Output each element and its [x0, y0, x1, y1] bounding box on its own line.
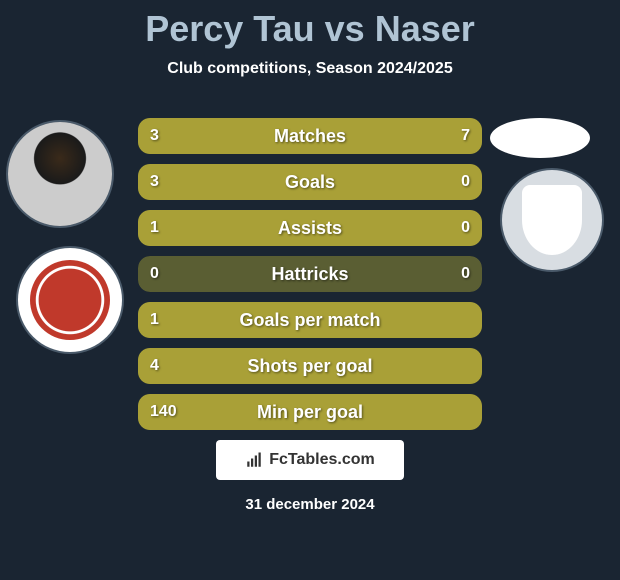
chart-icon	[245, 451, 263, 469]
fctables-logo[interactable]: FcTables.com	[216, 440, 404, 480]
stat-row: Matches3 7	[138, 118, 482, 154]
stat-value-left: 1	[150, 210, 159, 246]
date-label: 31 december 2024	[0, 496, 620, 513]
stat-value-left: 4	[150, 348, 159, 384]
stat-label: Min per goal	[138, 394, 482, 430]
stat-value-left: 1	[150, 302, 159, 338]
stat-label: Hattricks	[138, 256, 482, 292]
stat-value-left: 3	[150, 164, 159, 200]
page-title: Percy Tau vs Naser	[0, 0, 620, 50]
stat-value-left: 0	[150, 256, 159, 292]
stat-row: Hattricks0 0	[138, 256, 482, 292]
stat-value-left: 140	[150, 394, 177, 430]
player2-name: Naser	[375, 8, 475, 49]
player1-avatar	[8, 122, 112, 226]
stat-label: Goals	[138, 164, 482, 200]
player2-avatar	[490, 118, 590, 158]
player2-club-crest	[502, 170, 602, 270]
stat-label: Assists	[138, 210, 482, 246]
vs-separator: vs	[325, 8, 365, 49]
comparison-card: Percy Tau vs Naser Club competitions, Se…	[0, 0, 620, 580]
stat-row: Goals3 0	[138, 164, 482, 200]
stat-value-right: 0	[461, 164, 470, 200]
stat-value-left: 3	[150, 118, 159, 154]
stat-value-right: 0	[461, 210, 470, 246]
stat-value-right: 0	[461, 256, 470, 292]
stat-row: Shots per goal4	[138, 348, 482, 384]
club-shield-icon	[522, 185, 582, 255]
player1-name: Percy Tau	[145, 8, 314, 49]
stat-bars: Matches37Goals30Assists10Hattricks00Goal…	[138, 118, 482, 440]
stat-row: Assists1 0	[138, 210, 482, 246]
stat-label: Matches	[138, 118, 482, 154]
player1-club-crest	[18, 248, 122, 352]
stat-row: Goals per match1	[138, 302, 482, 338]
al-ahly-shield-icon	[30, 260, 110, 340]
stat-value-right: 7	[461, 118, 470, 154]
stat-label: Goals per match	[138, 302, 482, 338]
stat-label: Shots per goal	[138, 348, 482, 384]
stat-row: Min per goal140	[138, 394, 482, 430]
logo-text: FcTables.com	[269, 451, 375, 468]
subtitle: Club competitions, Season 2024/2025	[0, 60, 620, 78]
